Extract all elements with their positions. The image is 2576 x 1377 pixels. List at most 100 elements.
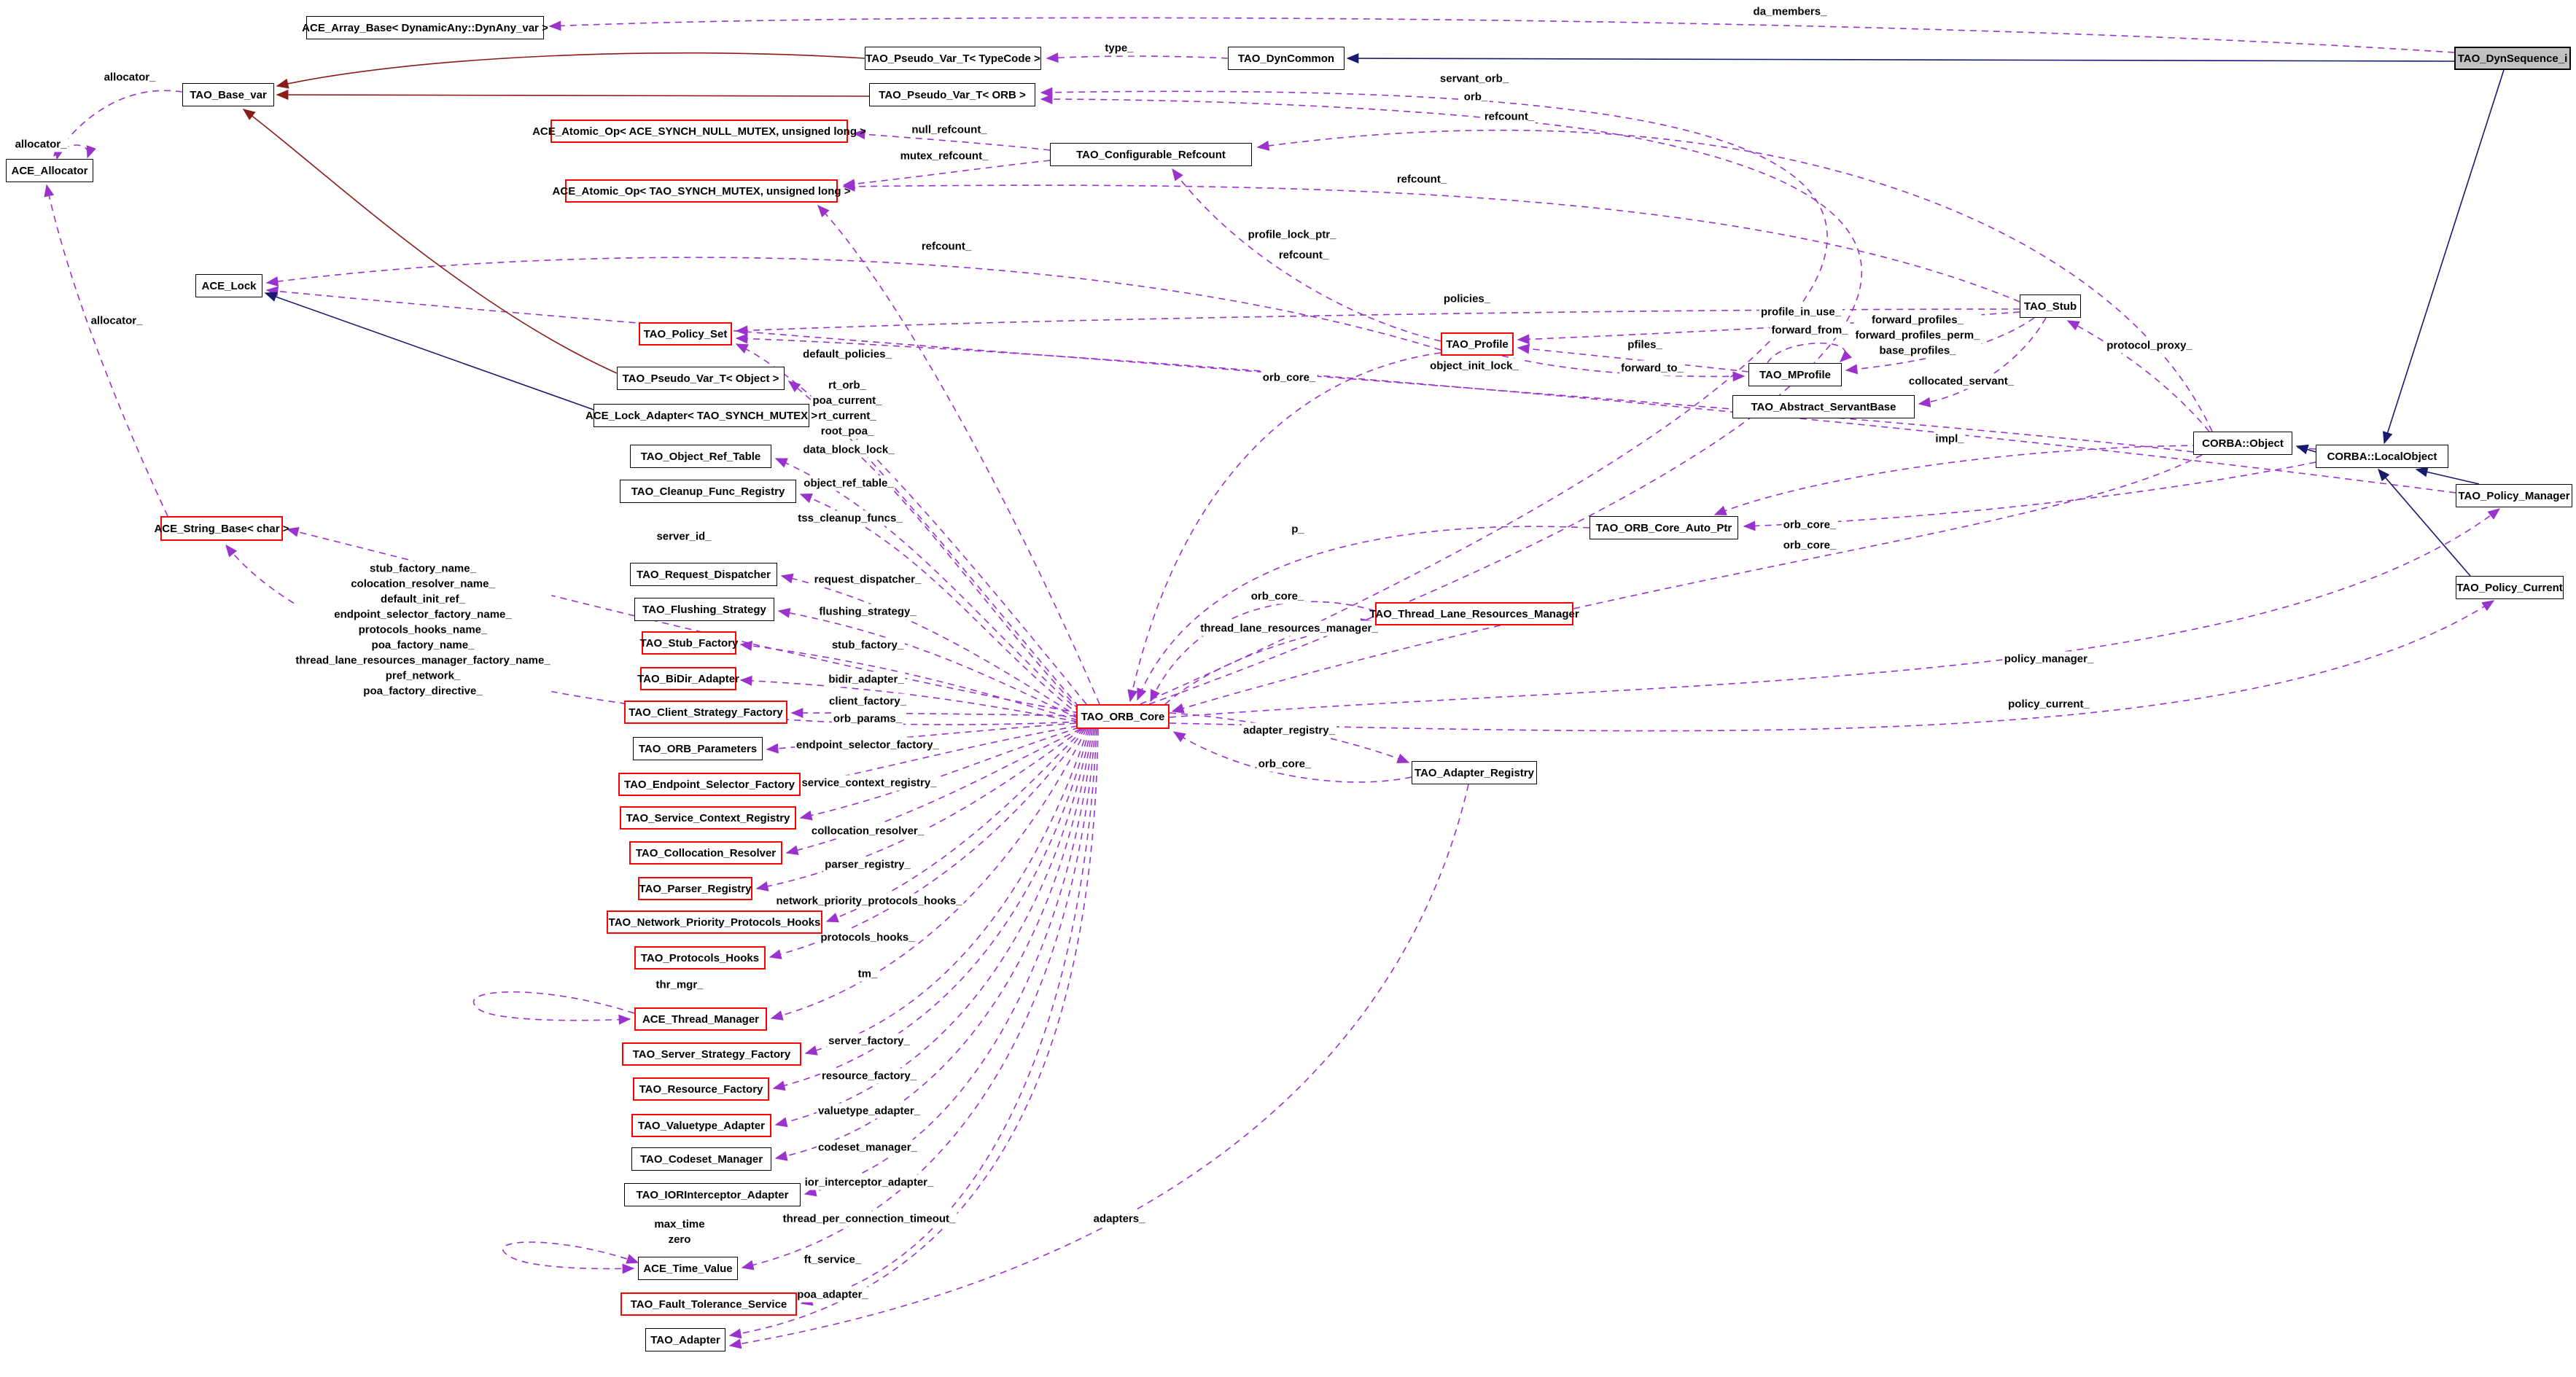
node-tao-stub-factory[interactable]: TAO_Stub_Factory [640,631,738,655]
node-tao-thread-lane-resources-manager[interactable]: TAO_Thread_Lane_Resources_Manager [1369,602,1579,625]
edge-mutex-refcount [842,160,1051,190]
node-tao-collocation-resolver[interactable]: TAO_Collocation_Resolver [629,841,782,865]
edge-orb [1040,94,1862,705]
node-tao-resource-factory[interactable]: TAO_Resource_Factory [633,1077,769,1101]
edge-object-ref-table [774,458,1081,714]
edge-orb-core-profile [1127,352,1441,703]
node-tao-orb-core[interactable]: TAO_ORB_Core [1076,704,1170,729]
node-tao-protocols-hooks[interactable]: TAO_Protocols_Hooks [634,946,766,970]
node-tao-client-strategy-factory[interactable]: TAO_Client_Strategy_Factory [624,701,787,724]
node-corba-object[interactable]: CORBA::Object [2193,432,2292,455]
edge-ior-interceptor-adapter [803,728,1094,1197]
node-tao-dyncommon[interactable]: TAO_DynCommon [1228,47,1345,70]
node-ace-atomic-op-null[interactable]: ACE_Atomic_Op< ACE_SYNCH_NULL_MUTEX, uns… [532,120,866,143]
edge-type [1046,52,1229,63]
node-ace-allocator[interactable]: ACE_Allocator [6,159,93,182]
edge-refcount-stub [842,181,2020,303]
edge-orb-core-localobject [1743,461,2316,531]
node-tao-iorinterceptor-adapter[interactable]: TAO_IORInterceptor_Adapter [624,1183,801,1206]
node-tao-cleanup-func-registry[interactable]: TAO_Cleanup_Func_Registry [620,480,796,503]
edge-refcount-profile [1172,168,1441,342]
node-tao-bidir-adapter[interactable]: TAO_BiDir_Adapter [637,667,739,690]
node-tao-policy-manager[interactable]: TAO_Policy_Manager [2456,484,2572,507]
edge-tm [770,728,1087,1021]
edge-orb-core-adapter-registry [1172,731,1412,783]
node-ace-thread-manager[interactable]: ACE_Thread_Manager [634,1007,767,1031]
edge-ft-service [800,728,1097,1306]
edge-parser-registry [755,728,1083,892]
node-tao-adapter-registry[interactable]: TAO_Adapter_Registry [1412,761,1537,784]
node-tao-object-ref-table[interactable]: TAO_Object_Ref_Table [630,445,771,468]
edge-thread-per-connection-timeout [741,728,1096,1271]
edge-default-policies [735,343,1087,705]
node-tao-fault-tolerance-service[interactable]: TAO_Fault_Tolerance_Service [620,1292,797,1316]
edge-inherit-pvt-orb-basevar [276,90,870,101]
edge-orb-core-tlrm [1150,601,1376,703]
node-tao-flushing-strategy[interactable]: TAO_Flushing_Strategy [634,598,774,621]
node-tao-configurable-refcount[interactable]: TAO_Configurable_Refcount [1050,143,1252,166]
node-tao-endpoint-selector-factory[interactable]: TAO_Endpoint_Selector_Factory [618,773,801,796]
edge-inherit-pvt-typecode-basevar [276,52,865,89]
edge-forward-profiles [1845,317,2035,375]
edge-forward-to [1501,355,1746,382]
edge-poa-adapter [728,728,1099,1339]
node-tao-pseudo-var-t-object[interactable]: TAO_Pseudo_Var_T< Object > [617,367,785,390]
edge-pfiles [1517,343,1749,372]
node-ace-lock[interactable]: ACE_Lock [195,274,262,297]
edge-protocols-hooks [768,728,1086,959]
edge-forward-from [1767,343,1852,364]
node-tao-abstract-servantbase[interactable]: TAO_Abstract_ServantBase [1732,395,1915,418]
edge-endpoint-selector-factory [803,725,1078,787]
edge-codeset-manager [774,728,1093,1161]
edge-allocator-loop [54,144,96,160]
node-tao-dynsequence-i[interactable]: TAO_DynSequence_i [2454,47,2571,70]
node-tao-policy-set[interactable]: TAO_Policy_Set [639,322,732,346]
node-tao-policy-current[interactable]: TAO_Policy_Current [2456,576,2564,599]
node-ace-string-base[interactable]: ACE_String_Base< char > [154,516,289,541]
node-tao-profile[interactable]: TAO_Profile [1441,332,1514,356]
edge-inherit-dynsequence-localobject [2383,69,2505,445]
edge-orb-core-object [1171,454,2203,714]
node-tao-orb-parameters[interactable]: TAO_ORB_Parameters [633,737,763,760]
edge-protocol-proxy [2066,320,2210,432]
node-tao-parser-registry[interactable]: TAO_Parser_Registry [638,877,752,900]
edge-inherit-policymanager-localobject [2415,467,2480,485]
node-tao-adapter[interactable]: TAO_Adapter [645,1328,725,1351]
node-tao-network-priority-protocols-hooks[interactable]: TAO_Network_Priority_Protocols_Hooks [607,910,822,934]
edge-impl [1713,445,2316,515]
node-ace-time-value[interactable]: ACE_Time_Value [638,1257,738,1280]
edge-adapters [728,784,1469,1349]
node-tao-codeset-manager[interactable]: TAO_Codeset_Manager [631,1147,771,1171]
node-corba-localobject[interactable]: CORBA::LocalObject [2316,445,2448,468]
edge-refcount-orbcore [817,204,1100,705]
node-tao-pseudo-var-t-typecode[interactable]: TAO_Pseudo_Var_T< TypeCode > [865,47,1041,70]
edge-request-dispatcher [780,573,1080,718]
edge-server-id [286,526,1080,714]
edge-valuetype-adapter [774,728,1092,1128]
edge-p [1137,526,1590,701]
edge-client-factory [790,708,1077,719]
edge-allocator-base-var [53,90,183,157]
node-tao-server-strategy-factory[interactable]: TAO_Server_Strategy_Factory [622,1042,801,1066]
node-ace-lock-adapter[interactable]: ACE_Lock_Adapter< TAO_SYNCH_MUTEX > [585,404,817,427]
edge-policy-current [1169,600,2495,732]
node-tao-base-var[interactable]: TAO_Base_var [182,83,274,106]
node-ace-atomic-op-tao[interactable]: ACE_Atomic_Op< TAO_SYNCH_MUTEX, unsigned… [553,179,850,203]
node-tao-stub[interactable]: TAO_Stub [2020,294,2081,318]
edge-network-priority-protocols-hooks [825,728,1084,923]
edge-servant-orb [1040,87,1828,705]
edge-stub-factory [739,641,1078,721]
edge-null-refcount [852,129,1051,151]
edge-object-init-lock [265,286,2194,453]
edge-collocated-servant [1918,317,2047,407]
node-tao-request-dispatcher[interactable]: TAO_Request_Dispatcher [630,563,777,586]
edge-policy-manager [1169,508,2501,718]
node-tao-service-context-registry[interactable]: TAO_Service_Context_Registry [620,806,796,830]
node-tao-pseudo-var-t-orb[interactable]: TAO_Pseudo_Var_T< ORB > [869,83,1035,106]
node-ace-array-base[interactable]: ACE_Array_Base< DynamicAny::DynAny_var > [302,16,548,39]
node-tao-orb-core-auto-ptr[interactable]: TAO_ORB_Core_Auto_Ptr [1589,516,1738,539]
node-tao-mprofile[interactable]: TAO_MProfile [1748,363,1842,386]
edge-data-block-lock [812,418,1080,711]
node-tao-valuetype-adapter[interactable]: TAO_Valuetype_Adapter [631,1114,771,1137]
